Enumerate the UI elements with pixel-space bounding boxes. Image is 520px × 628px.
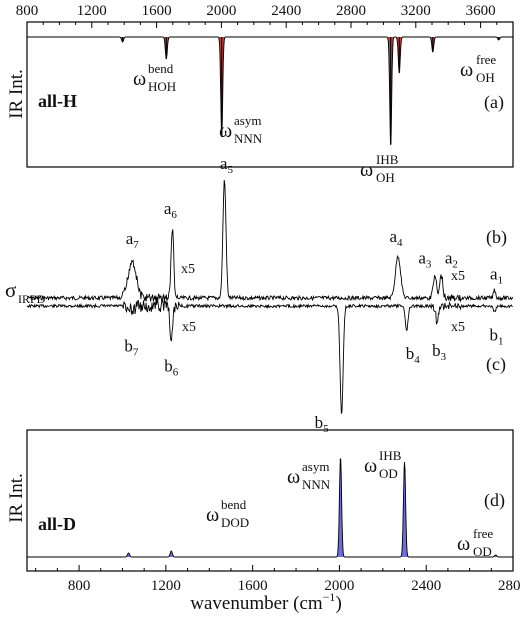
ylabel-irpd: σ IRPD: [5, 278, 46, 306]
omega-sup: IHB: [376, 152, 399, 167]
scale-mark-upper-left: x5: [181, 262, 195, 277]
annotation-omega-asym-nnn-d: ω asym NNN: [287, 459, 331, 492]
spectrum-all-h: [27, 36, 513, 145]
panel-tag-c: (c): [486, 354, 506, 375]
top-tick-label: 2800: [336, 3, 366, 19]
top-tick-label: 3600: [466, 3, 496, 19]
omega-sup: asym: [302, 459, 329, 474]
spectrum-all-d: [27, 458, 513, 558]
sigma-sub: IRPD: [18, 292, 46, 306]
omega-sub: OD: [379, 466, 398, 481]
top-axis-tick-labels: 800 1200 1600 2000 2400 2800 3200 3600: [16, 3, 496, 19]
annotation-omega-bend-dod: ω bend DOD: [206, 497, 249, 530]
omega-base: ω: [287, 466, 300, 488]
top-tick-label: 800: [16, 3, 39, 19]
bottom-tick-label: 2000: [324, 578, 354, 594]
bottom-axis-tick-labels: 800 1200 1600 2000 2400 2800: [68, 578, 520, 594]
bottom-tick-label: 2800: [498, 578, 520, 594]
irpd-trace-upper: [26, 179, 514, 304]
peak-label-a4: a4: [389, 227, 403, 249]
sigma-base: σ: [5, 278, 16, 302]
spectrum-fill: [27, 459, 513, 557]
omega-base: ω: [364, 455, 377, 477]
ylabel-panel-d: IR Int.: [6, 473, 27, 523]
peak-labels-upper: a7 a6 a5 a4 a3 a2 a1: [126, 154, 503, 287]
omega-base: ω: [457, 533, 470, 555]
scale-mark-lower-right: x5: [451, 320, 465, 335]
omega-base: ω: [133, 68, 146, 90]
xlabel: wavenumber (cm−1): [190, 590, 342, 614]
annotation-omega-ihb-oh: ω IHB OH: [360, 152, 399, 185]
omega-sub: OH: [476, 70, 495, 85]
top-axis-ticks: [26, 22, 514, 28]
annotation-omega-asym-nnn-a: ω asym NNN: [219, 113, 263, 146]
panel-tag-a: (a): [484, 92, 504, 113]
peak-label-a6: a6: [164, 199, 178, 221]
peak-label-b1: b1: [490, 325, 504, 347]
scale-mark-upper-right: x5: [451, 269, 465, 284]
annotation-omega-ihb-od: ω IHB OD: [364, 448, 402, 481]
omega-sup: bend: [221, 497, 247, 512]
peak-labels-lower: b7 b6 b5 b4 b3 b1: [124, 325, 503, 435]
panel-a: 800 1200 1600 2000 2400 2800 3200 3600 IR Int. …: [6, 3, 514, 185]
panel-tag-b: (b): [486, 227, 507, 248]
annotation-omega-bend-hoh: ω bend HOH: [133, 61, 176, 94]
peak-label-a3: a3: [418, 249, 432, 271]
top-tick-label: 3200: [401, 3, 431, 19]
omega-sup: free: [473, 526, 493, 541]
omega-sub: NNN: [302, 477, 331, 492]
top-tick-label: 2400: [271, 3, 301, 19]
peak-label-b7: b7: [124, 336, 139, 358]
bottom-tick-label: 800: [68, 578, 91, 594]
omega-base: ω: [460, 59, 473, 81]
bottom-tick-label: 1600: [238, 578, 268, 594]
omega-sub: DOD: [221, 515, 249, 530]
peak-label-b4: b4: [406, 344, 421, 366]
peak-label-a1: a1: [490, 265, 503, 287]
omega-base: ω: [219, 120, 232, 142]
omega-sub: NNN: [234, 131, 263, 146]
panel-a-frame: [26, 21, 514, 168]
omega-base: ω: [360, 159, 373, 181]
irpd-spectrum-lower: [26, 299, 513, 414]
panel-d-frame: [26, 429, 514, 572]
bottom-tick-label: 1200: [151, 578, 181, 594]
peak-label-b6: b6: [164, 357, 179, 379]
irpd-spectrum-upper: [26, 179, 514, 304]
peak-label-b5: b5: [315, 413, 330, 435]
spectrum-line: [27, 36, 513, 144]
annotation-omega-free-od: ω free OD: [457, 526, 493, 559]
omega-sub: OH: [376, 170, 395, 185]
top-tick-label: 2000: [206, 3, 236, 19]
bottom-axis-ticks: [35, 565, 514, 571]
top-tick-label: 1200: [77, 3, 107, 19]
scale-mark-lower-left: x5: [182, 320, 196, 335]
label-all-d: all-D: [38, 514, 76, 534]
annotation-omega-free-oh: ω free OH: [460, 52, 496, 85]
panel-d: 800 1200 1600 2000 2400 2800 IR Int. all-D (d…: [6, 429, 520, 614]
irpd-trace-lower: [26, 299, 513, 414]
panel-bc: a7 a6 a5 a4 a3 a2 a1 b7 b6 b5 b4 b3 b1 σ IRPD (b) (…: [5, 154, 514, 435]
spectrum-line: [27, 458, 513, 558]
label-all-h: all-H: [38, 91, 77, 111]
peak-label-b3: b3: [432, 341, 447, 363]
peak-label-a5: a5: [220, 154, 234, 176]
omega-sub: HOH: [148, 79, 176, 94]
top-tick-label: 1600: [142, 3, 172, 19]
omega-sup: IHB: [379, 448, 402, 463]
spectrum-fill: [27, 37, 513, 144]
omega-base: ω: [206, 504, 219, 526]
xlabel-wavenumber: wavenumber (cm−1): [190, 590, 342, 614]
bottom-tick-label: 2400: [411, 578, 441, 594]
omega-sup: asym: [234, 113, 261, 128]
omega-sup: free: [476, 52, 496, 67]
ylabel-panel-a: IR Int.: [6, 69, 27, 119]
peak-label-a2: a2: [445, 249, 458, 271]
omega-sup: bend: [148, 61, 174, 76]
panel-tag-d: (d): [484, 490, 505, 511]
peak-label-a7: a7: [126, 229, 140, 251]
omega-sub: OD: [473, 544, 492, 559]
